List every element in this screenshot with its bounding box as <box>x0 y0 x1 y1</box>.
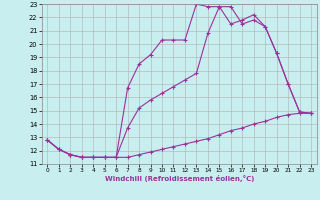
X-axis label: Windchill (Refroidissement éolien,°C): Windchill (Refroidissement éolien,°C) <box>105 175 254 182</box>
